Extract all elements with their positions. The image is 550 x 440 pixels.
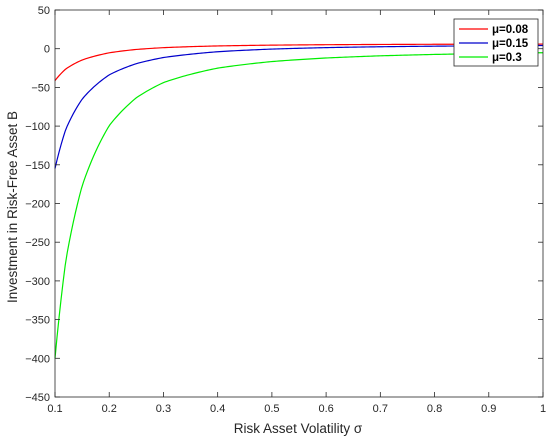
x-tick-label: 0.1 <box>47 403 62 415</box>
x-tick-label: 0.4 <box>210 403 225 415</box>
y-tick-label: 50 <box>38 5 50 17</box>
x-tick-label: 0.9 <box>481 403 496 415</box>
ticks-layer: 0.1 0.2 0.3 0.4 0.5 0.6 0.7 0.8 0.9 1 50 0 −50 −100 −1… <box>25 5 546 415</box>
legend-label: μ=0.15 <box>492 38 529 50</box>
x-tick-label: 1 <box>540 403 546 415</box>
y-tick-label: −50 <box>31 82 50 94</box>
y-tick-label: −450 <box>25 392 50 404</box>
y-tick-label: −300 <box>25 276 50 288</box>
y-tick-label: −250 <box>25 237 50 249</box>
y-tick-label: −100 <box>25 121 50 133</box>
x-tick-label: 0.5 <box>264 403 279 415</box>
legend-label: μ=0.08 <box>492 24 529 36</box>
x-axis-label: Risk Asset Volatility σ <box>234 421 363 436</box>
y-tick-label: −200 <box>25 199 50 211</box>
x-tick-label: 0.8 <box>427 403 442 415</box>
y-tick-label: −400 <box>25 353 50 365</box>
y-tick-label: 0 <box>44 44 50 56</box>
x-tick-label: 0.6 <box>318 403 333 415</box>
y-tick-label: −350 <box>25 315 50 327</box>
legend: μ=0.08 μ=0.15 μ=0.3 <box>453 18 539 67</box>
plot-background <box>55 10 543 397</box>
y-tick-label: −150 <box>25 160 50 172</box>
x-tick-label: 0.7 <box>373 403 388 415</box>
legend-label: μ=0.3 <box>492 52 522 64</box>
plot-area <box>55 10 543 397</box>
x-tick-label: 0.2 <box>102 403 117 415</box>
x-tick-label: 0.3 <box>156 403 171 415</box>
y-axis-label: Investment in Risk-Free Asset B <box>5 111 20 303</box>
